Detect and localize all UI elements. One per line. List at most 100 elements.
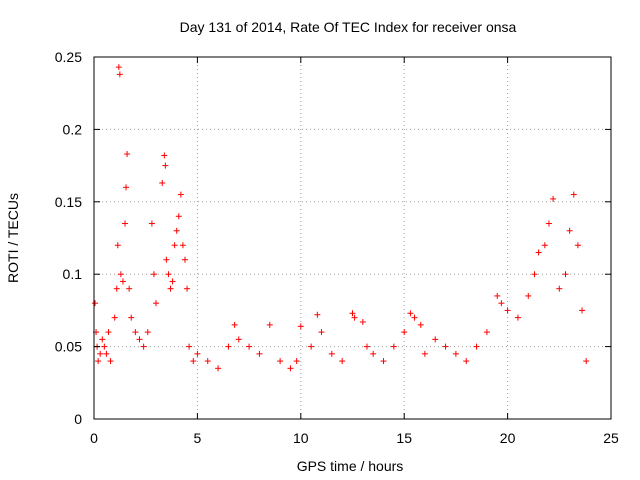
data-point [246,343,253,350]
x-tick-label: 5 [194,430,202,446]
data-point [115,64,122,71]
data-point [171,242,178,249]
data-point [287,365,294,372]
data-point [514,314,521,321]
data-point [101,343,108,350]
data-point [351,314,358,321]
data-point [494,292,501,299]
data-points [92,64,590,372]
data-point [545,220,552,227]
data-point [411,314,418,321]
data-point [550,195,557,202]
data-point [421,350,428,357]
data-point [179,242,186,249]
data-point [318,329,325,336]
data-point [328,350,335,357]
y-tick-label: 0.1 [63,266,83,282]
x-tick-label: 25 [603,430,619,446]
data-point [116,71,123,78]
x-axis-label: GPS time / hours [297,458,404,474]
data-point [140,343,147,350]
data-point [105,329,112,336]
x-tick-label: 20 [500,430,516,446]
data-point [95,358,102,365]
data-point [293,358,300,365]
data-point [314,311,321,318]
x-tick-label: 0 [90,430,98,446]
data-point [165,271,172,278]
data-point [123,184,130,191]
data-point [498,300,505,307]
data-point [186,343,193,350]
data-point [113,285,120,292]
data-point [122,220,129,227]
y-tick-label: 0.2 [63,121,83,137]
x-tick-label: 10 [293,430,309,446]
data-point [162,162,169,169]
data-point [574,242,581,249]
data-point [531,271,538,278]
data-point [163,256,170,263]
data-point [370,350,377,357]
data-point [525,292,532,299]
data-point [556,285,563,292]
data-point [97,350,104,357]
data-point [184,285,191,292]
data-point [103,350,110,357]
data-point [432,336,439,343]
data-point [111,314,118,321]
data-point [583,358,590,365]
data-point [473,343,480,350]
data-point [92,300,99,307]
data-point [225,343,232,350]
data-point [308,343,315,350]
data-point [190,358,197,365]
data-point [535,249,542,256]
data-point [128,314,135,321]
data-point [107,358,114,365]
data-point [175,213,182,220]
data-point [442,343,449,350]
data-point [463,358,470,365]
y-tick-label: 0.05 [55,339,82,355]
data-point [148,220,155,227]
data-point [339,358,346,365]
data-point [256,350,263,357]
data-point [566,227,573,234]
x-tick-label: 15 [396,430,412,446]
data-point [124,151,131,158]
data-point [562,271,569,278]
data-point [407,310,414,317]
data-point [126,285,133,292]
data-point [167,285,174,292]
data-point [181,256,188,263]
plot-frame [93,56,612,420]
y-tick-label: 0.25 [55,49,82,65]
data-point [117,271,124,278]
axis-ticks: 0 5 10 15 20 25 0 0.05 0.1 0.15 0.2 0.25 [55,49,619,446]
data-point [144,329,151,336]
data-point [231,321,238,328]
data-point [215,365,222,372]
y-tick-label: 0.15 [55,194,82,210]
chart-title: Day 131 of 2014, Rate Of TEC Index for r… [180,19,517,35]
data-point [277,358,284,365]
data-point [159,179,166,186]
data-point [349,310,356,317]
data-point [452,350,459,357]
data-point [483,329,490,336]
data-point [161,152,168,159]
y-axis-label: ROTI / TECUs [5,193,21,283]
data-point [169,278,176,285]
data-point [380,358,387,365]
data-point [579,307,586,314]
data-point [194,350,201,357]
data-point [119,278,126,285]
data-point [417,321,424,328]
data-point [235,336,242,343]
data-point [153,300,160,307]
data-point [266,321,273,328]
data-point [401,329,408,336]
